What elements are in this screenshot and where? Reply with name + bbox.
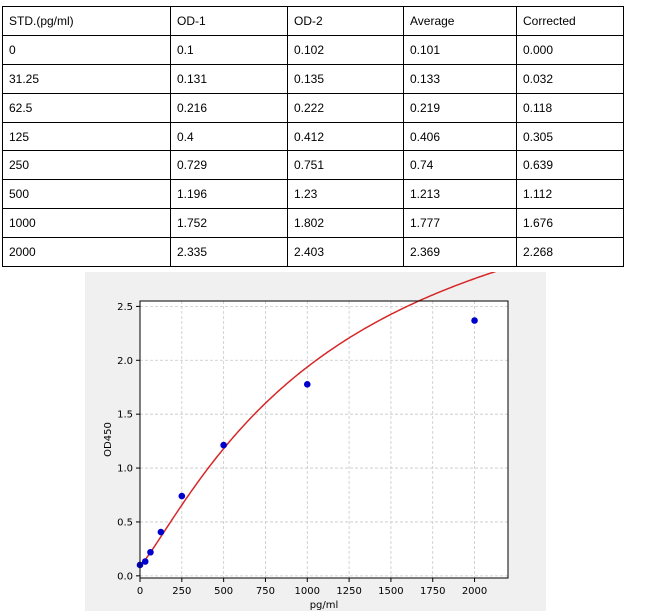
cell-od1: 0.131 [170, 63, 288, 94]
y-tick-label: 2.0 [117, 356, 133, 367]
cell-od2: 0.135 [287, 63, 404, 94]
cell-od1: 1.196 [170, 179, 288, 210]
cell-average: 0.133 [403, 63, 517, 94]
y-axis-label: OD450 [103, 422, 114, 457]
y-tick-label: 0.0 [117, 571, 133, 582]
cell-average: 0.101 [403, 34, 517, 65]
cell-od2: 0.222 [287, 92, 404, 123]
chart-panel: 0 250 500 750 1000 1250 1500 1750 2000 0.0 0.5 1.0 1… [85, 272, 546, 611]
x-tick-label: 500 [214, 586, 233, 597]
cell-corrected: 1.112 [516, 179, 624, 210]
cell-od2: 2.403 [287, 237, 404, 268]
x-tick-label: 1000 [295, 586, 320, 597]
table-header-row: STD.(pg/ml) OD-1 OD-2 Average Corrected [2, 6, 624, 36]
cell-corrected: 2.268 [516, 237, 624, 268]
data-point [471, 317, 478, 324]
header-od1: OD-1 [170, 6, 288, 36]
cell-od2: 1.23 [287, 179, 404, 210]
x-tick-label: 1250 [336, 586, 361, 597]
cell-corrected: 0.639 [516, 150, 624, 181]
cell-od2: 1.802 [287, 208, 404, 239]
header-std: STD.(pg/ml) [2, 6, 171, 36]
cell-std: 2000 [2, 237, 171, 268]
table-row: 250 0.729 0.751 0.74 0.639 [2, 150, 624, 181]
cell-corrected: 0.000 [516, 34, 624, 65]
cell-corrected: 0.118 [516, 92, 624, 123]
header-corrected: Corrected [516, 6, 624, 36]
cell-od2: 0.102 [287, 34, 404, 65]
data-point [141, 558, 149, 565]
x-tick-label: 250 [172, 586, 191, 597]
table-row: 125 0.4 0.412 0.406 0.305 [2, 121, 624, 152]
cell-std: 62.5 [2, 92, 171, 123]
x-tick-label: 1750 [420, 586, 445, 597]
cell-od1: 1.752 [170, 208, 288, 239]
standard-table: STD.(pg/ml) OD-1 OD-2 Average Corrected … [2, 6, 624, 268]
cell-std: 500 [2, 179, 171, 210]
data-point [220, 441, 227, 449]
y-tick-label: 1.0 [117, 464, 133, 475]
data-point [147, 548, 154, 556]
cell-corrected: 0.305 [516, 121, 624, 152]
plot-area [140, 301, 508, 578]
cell-average: 0.219 [403, 92, 517, 123]
plot-frame [139, 300, 509, 579]
cell-od1: 0.729 [170, 150, 288, 181]
cell-od2: 0.412 [287, 121, 404, 152]
x-tick-label: 1500 [378, 586, 403, 597]
cell-std: 31.25 [2, 63, 171, 94]
cell-od1: 0.4 [170, 121, 288, 152]
header-average: Average [403, 6, 517, 36]
cell-od1: 2.335 [170, 237, 288, 268]
cell-average: 2.369 [403, 237, 517, 268]
data-point [157, 528, 165, 536]
data-point [178, 492, 186, 500]
cell-std: 125 [2, 121, 171, 152]
data-point [303, 381, 311, 388]
cell-corrected: 0.032 [516, 63, 624, 94]
cell-average: 1.777 [403, 208, 517, 239]
cell-std: 0 [2, 34, 171, 65]
table-row: 1000 1.752 1.802 1.777 1.676 [2, 208, 624, 239]
x-tick-label: 0 [137, 586, 143, 597]
y-tick-label: 1.5 [117, 410, 133, 421]
table-row: 62.5 0.216 0.222 0.219 0.118 [2, 92, 624, 123]
cell-average: 0.406 [403, 121, 517, 152]
x-axis-label: pg/ml [310, 600, 339, 611]
cell-od2: 0.751 [287, 150, 404, 181]
fit-curve-line [139, 272, 497, 567]
y-tick-label: 0.5 [117, 517, 133, 528]
table-row: 2000 2.335 2.403 2.369 2.268 [2, 237, 624, 268]
header-od2: OD-2 [287, 6, 404, 36]
cell-corrected: 1.676 [516, 208, 624, 239]
cell-od1: 0.216 [170, 92, 288, 123]
cell-average: 1.213 [403, 179, 517, 210]
cell-std: 250 [2, 150, 171, 181]
table-row: 0 0.1 0.102 0.101 0.000 [2, 34, 624, 65]
x-tick-label: 750 [256, 586, 275, 597]
y-tick-label: 2.5 [117, 302, 133, 313]
standard-curve-chart: 0 250 500 750 1000 1250 1500 1750 2000 0.0 0.5 1.0 1… [103, 272, 509, 611]
x-tick-label: 2000 [462, 586, 487, 597]
table-row: 500 1.196 1.23 1.213 1.112 [2, 179, 624, 210]
cell-od1: 0.1 [170, 34, 288, 65]
cell-std: 1000 [2, 208, 171, 239]
table-row: 31.25 0.131 0.135 0.133 0.032 [2, 63, 624, 94]
cell-average: 0.74 [403, 150, 517, 181]
